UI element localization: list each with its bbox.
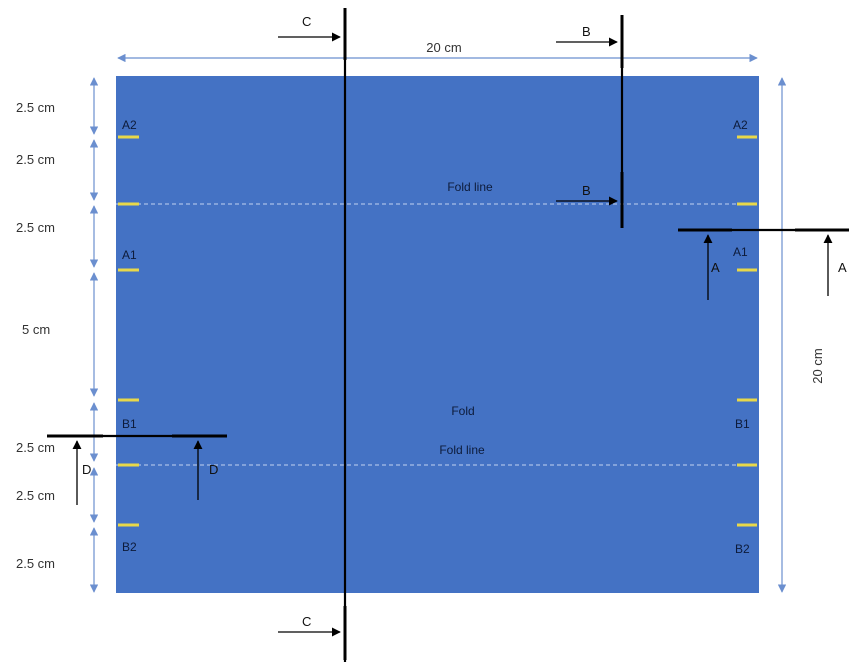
segment-1-label: 2.5 cm: [16, 100, 55, 115]
section-b: [556, 15, 624, 228]
label-left-b1: B1: [122, 417, 137, 431]
label-left-a2: A2: [122, 118, 137, 132]
section-a-right-label: A: [838, 260, 847, 275]
segment-7-label: 2.5 cm: [16, 556, 55, 571]
fabric-sheet: [116, 76, 759, 593]
label-left-a1: A1: [122, 248, 137, 262]
segment-3-label: 2.5 cm: [16, 220, 55, 235]
section-a-left-label: A: [711, 260, 720, 275]
label-right-b2: B2: [735, 542, 750, 556]
label-right-a1: A1: [733, 245, 748, 259]
label-right-b1: B1: [735, 417, 750, 431]
section-d: [47, 434, 227, 505]
section-c: [278, 8, 347, 662]
height-label: 20 cm: [810, 348, 825, 383]
section-c-top-label: C: [302, 14, 311, 29]
section-c-bottom-label: C: [302, 614, 311, 629]
middle-fold-label: Fold: [451, 404, 474, 418]
section-d-right-label: D: [209, 462, 218, 477]
width-label: 20 cm: [426, 40, 461, 55]
section-a: [678, 228, 849, 300]
segment-4-label: 5 cm: [22, 322, 50, 337]
section-b-top-label: B: [582, 24, 591, 39]
left-markers: [118, 135, 139, 527]
label-right-a2: A2: [733, 118, 748, 132]
upper-fold-label: Fold line: [447, 180, 493, 194]
section-b-bottom-label: B: [582, 183, 591, 198]
segment-2-label: 2.5 cm: [16, 152, 55, 167]
segment-5-label: 2.5 cm: [16, 440, 55, 455]
segment-6-label: 2.5 cm: [16, 488, 55, 503]
lower-fold-label: Fold line: [439, 443, 485, 457]
section-d-left-label: D: [82, 462, 91, 477]
label-left-b2: B2: [122, 540, 137, 554]
right-markers: [737, 135, 757, 527]
